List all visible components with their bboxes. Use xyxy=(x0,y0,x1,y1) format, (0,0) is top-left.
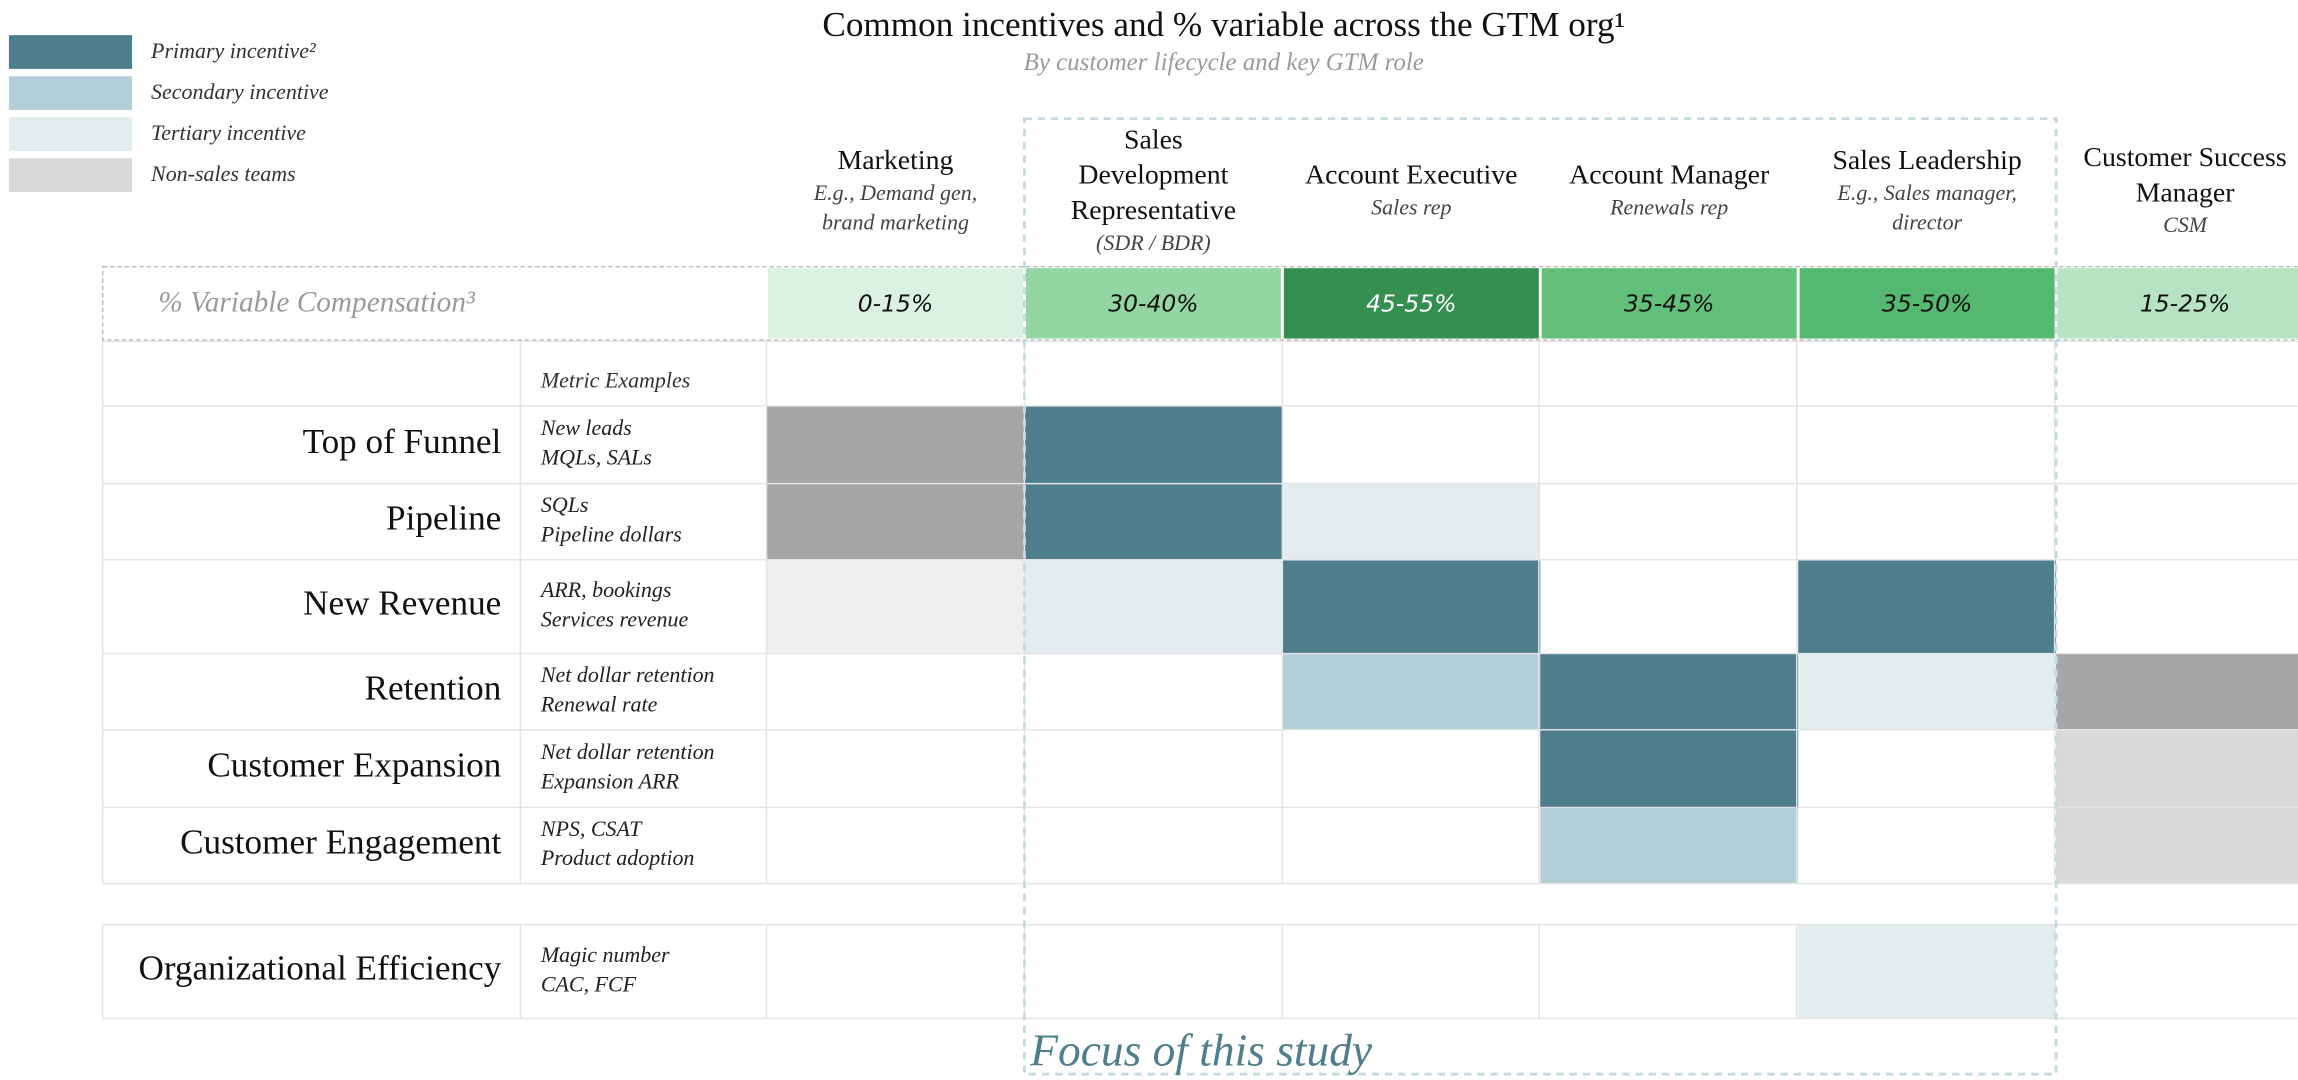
column-subtitle: E.g., Sales manager, xyxy=(1836,180,2016,205)
column-title: Sales Leadership xyxy=(1832,145,2021,176)
metric-example: Product adoption xyxy=(540,845,695,870)
variable-comp-value: 30-40% xyxy=(1108,289,1198,317)
metric-example: Services revenue xyxy=(541,606,689,631)
column-title: Sales xyxy=(1124,125,1183,156)
legend-label: Secondary incentive xyxy=(151,79,329,104)
cell xyxy=(2056,653,2298,730)
cell xyxy=(1282,483,1541,560)
legend-label: Tertiary incentive xyxy=(151,120,306,145)
cell xyxy=(1024,559,1283,654)
cell xyxy=(1798,559,2057,654)
row-label: Organizational Efficiency xyxy=(138,949,501,988)
row-label: Pipeline xyxy=(386,499,501,538)
cell xyxy=(1798,924,2057,1019)
row-label: Customer Expansion xyxy=(207,746,501,785)
cell xyxy=(766,405,1025,484)
column-title: Marketing xyxy=(838,145,954,176)
column-title: Customer Success xyxy=(2083,142,2286,173)
variable-comp-cell xyxy=(1025,268,1281,339)
column-title: Development xyxy=(1078,160,1228,191)
focus-box xyxy=(1022,117,2058,1076)
metric-header: Metric Examples xyxy=(540,368,690,393)
legend-swatch xyxy=(8,76,133,110)
metric-example: ARR, bookings xyxy=(539,577,672,602)
cell xyxy=(2056,729,2298,808)
metric-example: Magic number xyxy=(540,942,670,967)
variable-comp-cell xyxy=(767,268,1023,339)
row-label: Customer Engagement xyxy=(180,823,501,862)
variable-comp-value: 0-15% xyxy=(858,289,933,317)
variable-comp-cell xyxy=(1799,268,2055,339)
cell xyxy=(1282,559,1541,654)
cell xyxy=(1540,653,1799,730)
column-subtitle: brand marketing xyxy=(822,209,969,234)
focus-label: Focus of this study xyxy=(1029,1026,1373,1076)
variable-comp-cell xyxy=(1283,268,1539,339)
variable-comp-value: 35-45% xyxy=(1624,289,1714,317)
metric-example: Pipeline dollars xyxy=(540,521,682,546)
variable-comp-value: 35-50% xyxy=(1882,289,1972,317)
variable-comp-cell xyxy=(2057,268,2298,339)
column-subtitle: Renewals rep xyxy=(1609,195,1728,220)
cell xyxy=(1282,653,1541,730)
column-subtitle: Sales rep xyxy=(1371,195,1451,220)
row-label: Top of Funnel xyxy=(303,422,502,461)
cell xyxy=(766,559,1025,654)
legend-label: Non-sales teams xyxy=(150,161,296,186)
metric-example: Net dollar retention xyxy=(540,739,715,764)
cell xyxy=(1540,807,1799,884)
cell xyxy=(2056,807,2298,884)
row-label: New Revenue xyxy=(303,584,501,623)
column-subtitle: E.g., Demand gen, xyxy=(813,180,978,205)
column-subtitle: CSM xyxy=(2163,212,2209,237)
legend-swatch xyxy=(8,35,133,69)
variable-comp-value: 45-55% xyxy=(1366,289,1456,317)
legend-swatch xyxy=(8,117,133,151)
column-title: Account Manager xyxy=(1569,160,1770,191)
column-title: Manager xyxy=(2136,177,2236,208)
cell xyxy=(1540,729,1799,808)
metric-example: Expansion ARR xyxy=(540,768,680,793)
variable-comp-cell xyxy=(1541,268,1797,339)
variable-comp-value: 15-25% xyxy=(2140,289,2230,317)
cell xyxy=(1024,405,1283,484)
column-title: Account Executive xyxy=(1305,160,1517,191)
cell xyxy=(1024,483,1283,560)
cell xyxy=(1798,653,2057,730)
metric-example: MQLs, SALs xyxy=(540,444,652,469)
legend-swatch xyxy=(8,158,133,192)
metric-example: New leads xyxy=(540,415,632,440)
column-subtitle: director xyxy=(1892,209,1962,234)
row-label: Retention xyxy=(365,669,502,708)
subtitle: By customer lifecycle and key GTM role xyxy=(1024,49,1424,76)
metric-example: Renewal rate xyxy=(540,691,658,716)
column-subtitle: (SDR / BDR) xyxy=(1096,230,1211,255)
cell xyxy=(766,483,1025,560)
metric-example: NPS, CSAT xyxy=(540,816,643,841)
metric-example: Net dollar retention xyxy=(540,662,715,687)
title: Common incentives and % variable across … xyxy=(822,5,1625,44)
variable-comp-label: % Variable Compensation³ xyxy=(158,287,476,319)
legend-label: Primary incentive² xyxy=(150,38,316,63)
metric-example: SQLs xyxy=(541,492,589,517)
metric-example: CAC, FCF xyxy=(541,971,637,996)
column-title: Representative xyxy=(1071,195,1236,226)
